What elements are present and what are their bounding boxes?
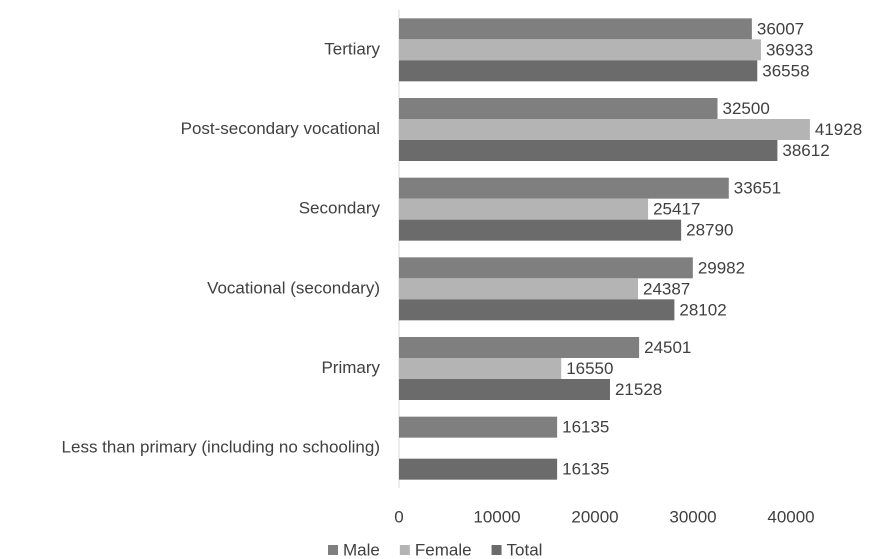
bar (399, 177, 729, 199)
bar (399, 458, 558, 480)
data-label: 24501 (644, 338, 691, 357)
bar (399, 416, 558, 438)
x-tick-label: 10000 (473, 507, 520, 526)
legend-label: Total (507, 540, 543, 559)
x-tick-label: 20000 (571, 507, 618, 526)
bar (399, 337, 640, 358)
bar (399, 257, 693, 279)
legend-label: Female (415, 540, 472, 559)
category-label: Primary (321, 358, 380, 377)
data-label: 21528 (615, 380, 662, 399)
bar (399, 358, 562, 379)
category-label: Post-secondary vocational (181, 119, 380, 138)
bar (399, 39, 761, 61)
bar (399, 379, 610, 400)
data-label: 16550 (566, 359, 613, 378)
legend-label: Male (343, 540, 380, 559)
data-label: 36933 (766, 40, 813, 59)
bar (399, 140, 778, 161)
bar (399, 119, 810, 140)
category-label: Vocational (secondary) (207, 278, 380, 297)
bar (399, 98, 718, 119)
data-label: 32500 (723, 99, 770, 118)
legend-swatch (399, 545, 410, 555)
bar (399, 18, 752, 40)
bar (399, 198, 649, 220)
x-tick-label: 30000 (669, 507, 716, 526)
x-tick-label: 40000 (767, 507, 814, 526)
data-label: 41928 (815, 120, 862, 139)
x-tick-label: 0 (394, 507, 403, 526)
data-label: 28102 (679, 300, 726, 319)
data-label: 24387 (643, 279, 690, 298)
bar (399, 219, 682, 241)
category-label: Tertiary (324, 39, 380, 58)
data-label: 16135 (562, 418, 609, 437)
bar (399, 60, 758, 82)
bar (399, 299, 675, 321)
legend-swatch (328, 545, 338, 555)
data-label: 38612 (782, 141, 829, 160)
data-label: 28790 (686, 221, 733, 240)
category-label: Secondary (299, 199, 381, 218)
data-label: 36007 (757, 19, 804, 38)
data-label: 25417 (653, 200, 700, 219)
category-label: Less than primary (including no schoolin… (62, 438, 380, 457)
bar (399, 278, 638, 300)
legend-swatch (491, 545, 502, 555)
data-label: 33651 (734, 179, 781, 198)
data-label: 36558 (762, 61, 809, 80)
data-label: 16135 (562, 460, 609, 479)
data-label: 29982 (698, 258, 745, 277)
